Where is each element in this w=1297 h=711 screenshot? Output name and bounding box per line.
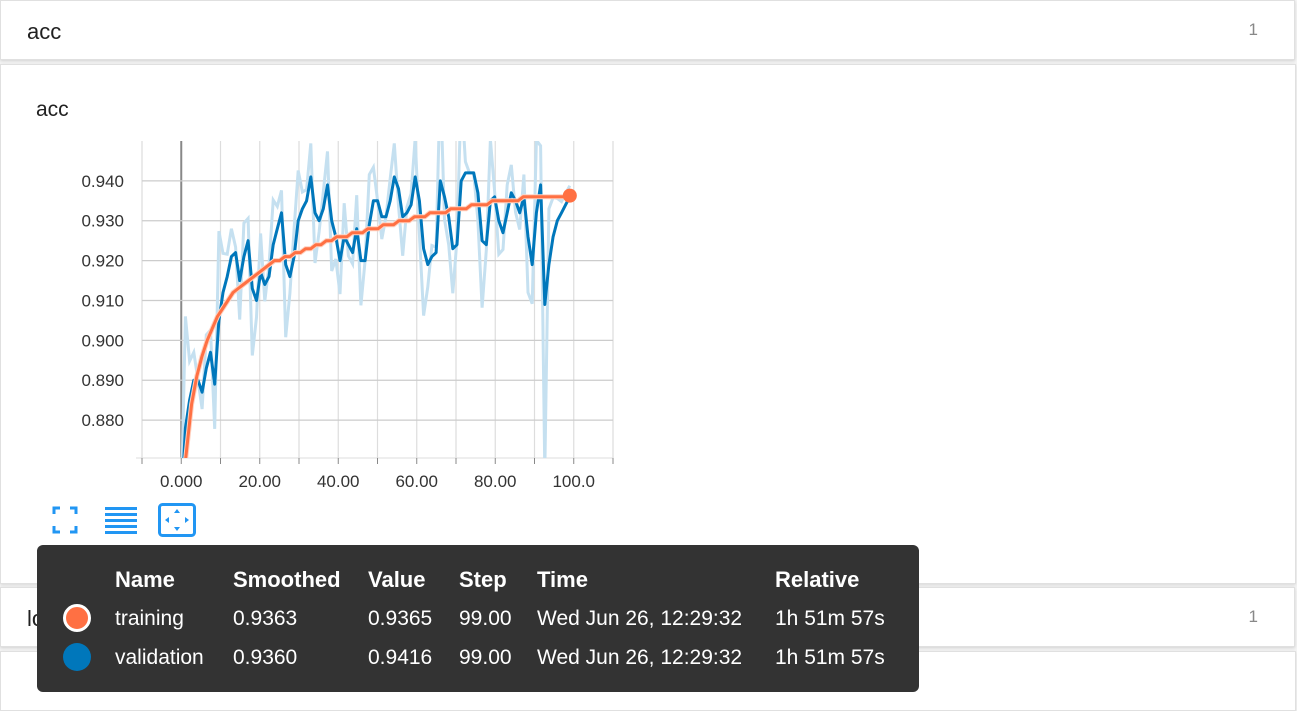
- x-tick-label: 60.00: [395, 472, 438, 491]
- series-swatch-training: [63, 604, 91, 632]
- y-tick-label: 0.900: [81, 331, 124, 350]
- x-tick-label: 80.00: [474, 472, 517, 491]
- tooltip-step: 99.00: [459, 646, 512, 669]
- validation-line: [182, 171, 572, 458]
- y-tick-label: 0.880: [81, 411, 124, 430]
- tooltip-name: validation: [115, 646, 204, 669]
- tooltip-header-relative: Relative: [775, 567, 860, 592]
- chart-tooltip: Name Smoothed Value Step Time Relative t…: [37, 545, 919, 692]
- tooltip-header-name: Name: [115, 567, 175, 592]
- tooltip-relative: 1h 51m 57s: [775, 607, 885, 630]
- x-tick-label: 0.000: [160, 472, 203, 491]
- tooltip-relative: 1h 51m 57s: [775, 646, 885, 669]
- training-raw-line: [183, 193, 571, 458]
- training-line: [184, 194, 571, 458]
- line-chart: 0.940 0.930 0.920 0.910 0.900 0.890 0.880 0.000…: [81, 141, 614, 491]
- category-count: 1: [1248, 20, 1258, 39]
- tooltip-header-smoothed: Smoothed: [233, 567, 341, 592]
- y-tick-label: 0.930: [81, 212, 124, 231]
- training-hover-point: [562, 188, 577, 203]
- chart-ticks: 0.940 0.930 0.920 0.910 0.900 0.890 0.880 0.000…: [81, 172, 595, 491]
- chart-title: acc: [36, 98, 69, 121]
- category-title: acc: [27, 19, 62, 44]
- validation-raw-line: [180, 141, 572, 458]
- x-tick-label: 20.00: [238, 472, 281, 491]
- tooltip-time: Wed Jun 26, 12:29:32: [537, 646, 743, 669]
- tooltip-header-value: Value: [368, 567, 426, 592]
- category-header-acc[interactable]: acc 1: [0, 0, 1295, 60]
- series-swatch-validation: [63, 643, 91, 671]
- x-tick-label: 100.0: [552, 472, 595, 491]
- x-tick-label: 40.00: [317, 472, 360, 491]
- tooltip-step: 99.00: [459, 607, 512, 630]
- tooltip-name: training: [115, 607, 184, 630]
- tooltip-table: Name Smoothed Value Step Time Relative t…: [37, 545, 919, 692]
- y-tick-label: 0.940: [81, 172, 124, 191]
- y-tick-label: 0.890: [81, 371, 124, 390]
- tooltip-header-step: Step: [459, 567, 507, 592]
- tooltip-value: 0.9365: [368, 607, 433, 630]
- y-tick-label: 0.920: [81, 252, 124, 271]
- y-tick-label: 0.910: [81, 291, 124, 310]
- fit-domain-icon[interactable]: [158, 503, 196, 537]
- tooltip-value: 0.9416: [368, 646, 433, 669]
- tooltip-header-time: Time: [537, 567, 588, 592]
- category-count: 1: [1248, 607, 1258, 626]
- tooltip-smoothed: 0.9363: [233, 607, 298, 630]
- chart-lines: [180, 141, 577, 458]
- list-icon[interactable]: [104, 503, 137, 537]
- fullscreen-icon[interactable]: [49, 503, 81, 537]
- tooltip-smoothed: 0.9360: [233, 646, 298, 669]
- tooltip-time: Wed Jun 26, 12:29:32: [537, 607, 743, 630]
